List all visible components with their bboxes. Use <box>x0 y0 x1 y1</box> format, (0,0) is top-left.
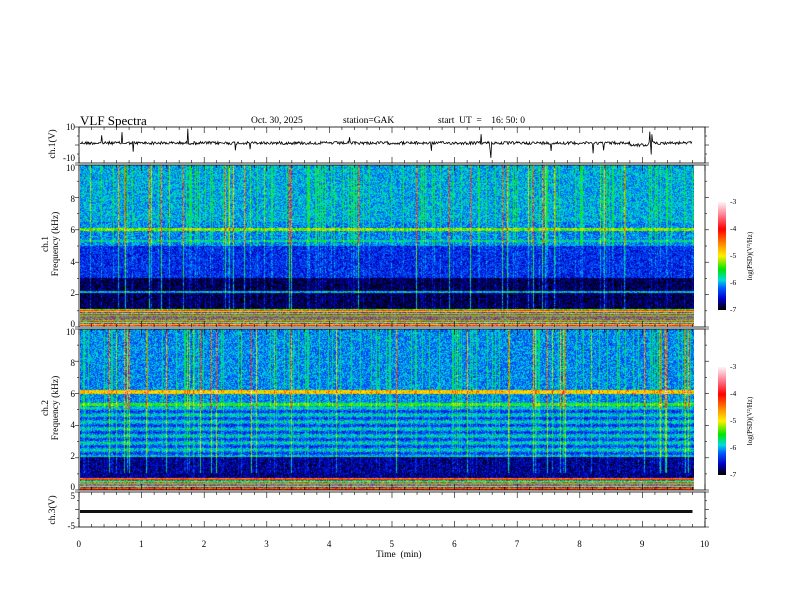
ch3-waveform-line <box>80 510 693 513</box>
x-tick-label: 4 <box>326 539 332 549</box>
ch1-waveform-line <box>79 128 693 158</box>
ch2-spectrogram <box>80 329 694 490</box>
ch2-spec-ytick: 8 <box>70 358 76 368</box>
colorbar-tick-label: -6 <box>730 278 737 287</box>
x-axis-label: Time (min) <box>376 550 422 560</box>
date-label: Oct. 30, 2025 <box>251 116 303 126</box>
ch1-spec-ylabel-line2: Frequency (kHz) <box>51 211 61 277</box>
ch1-spec-ylabel-line1: ch.1 <box>41 235 51 253</box>
ch1-colorbar-label: log(PSD)(V²/Hz) <box>746 231 754 281</box>
figure-title: VLF Spectra <box>80 113 147 128</box>
ch1-spec-ytick: 2 <box>70 287 76 298</box>
x-tick-label: 2 <box>201 539 207 549</box>
panel-frame <box>78 328 706 491</box>
colorbar-tick-label: -5 <box>730 251 737 260</box>
start-time-label: start UT = 16: 50: 0 <box>438 116 525 126</box>
x-tick-label: 10 <box>700 539 709 549</box>
colorbar-tick-label: -4 <box>730 389 737 398</box>
x-tick-label: 7 <box>514 539 520 549</box>
x-tick-label: 5 <box>389 539 395 549</box>
ch1-spec-ytick: 6 <box>70 225 76 236</box>
station-label: station=GAK <box>343 116 395 126</box>
ch2-spec-ytick: 0 <box>70 482 76 492</box>
x-tick-label: 8 <box>577 539 582 549</box>
ch1-spec-ylabel: ch.1 Frequency (kHz) <box>41 189 61 299</box>
ch2-spec-ylabel-line2: Frequency (kHz) <box>51 375 61 441</box>
ch1-spec-ytick: 0 <box>70 319 76 329</box>
x-tick-label: 1 <box>139 539 144 549</box>
x-tick-label: 9 <box>639 539 645 549</box>
ch1-spec-ytick: 10 <box>66 163 75 173</box>
ch2-spec-ytick: 6 <box>70 389 76 399</box>
x-tick-label: 0 <box>76 539 82 549</box>
ch3-ytick: -5 <box>67 521 76 531</box>
colorbar-tick-label: -3 <box>730 362 737 371</box>
ch1-ytick: -10 <box>63 153 75 163</box>
ch1-spec-ytick: 8 <box>70 194 76 205</box>
colorbar-tick-label: -5 <box>730 416 737 425</box>
ch1-ytick: 10 <box>66 122 75 132</box>
panel-frame <box>78 164 706 328</box>
ch2-spec-ylabel: ch.2 Frequency (kHz) <box>41 353 61 463</box>
ch3-ytick: 5 <box>70 491 76 501</box>
ch3-ylabel: ch.3(V) <box>48 495 58 525</box>
ch1-spectrogram <box>80 165 694 326</box>
ch2-spec-ytick: 4 <box>70 420 76 430</box>
colorbar-tick-label: -6 <box>730 443 737 452</box>
colorbar-tick-label: -4 <box>730 224 737 233</box>
ch2-colorbar-label: log(PSD)(V²/Hz) <box>746 396 754 446</box>
x-tick-label: 6 <box>452 539 457 549</box>
colorbar-tick-label: -3 <box>730 197 737 206</box>
ch1-spec-ytick: 4 <box>70 256 76 267</box>
colorbar-tick-label: -7 <box>730 305 737 314</box>
ch1-ylabel: ch.1(V) <box>48 129 58 159</box>
ch2-colorbar <box>718 367 726 475</box>
ch1-colorbar <box>718 202 726 310</box>
ch2-spec-ytick: 2 <box>70 451 76 461</box>
x-tick-label: 3 <box>264 539 269 549</box>
ch2-spec-ytick: 10 <box>66 327 75 337</box>
ch2-spec-ylabel-line1: ch.2 <box>41 399 51 417</box>
colorbar-tick-label: -7 <box>730 470 737 479</box>
